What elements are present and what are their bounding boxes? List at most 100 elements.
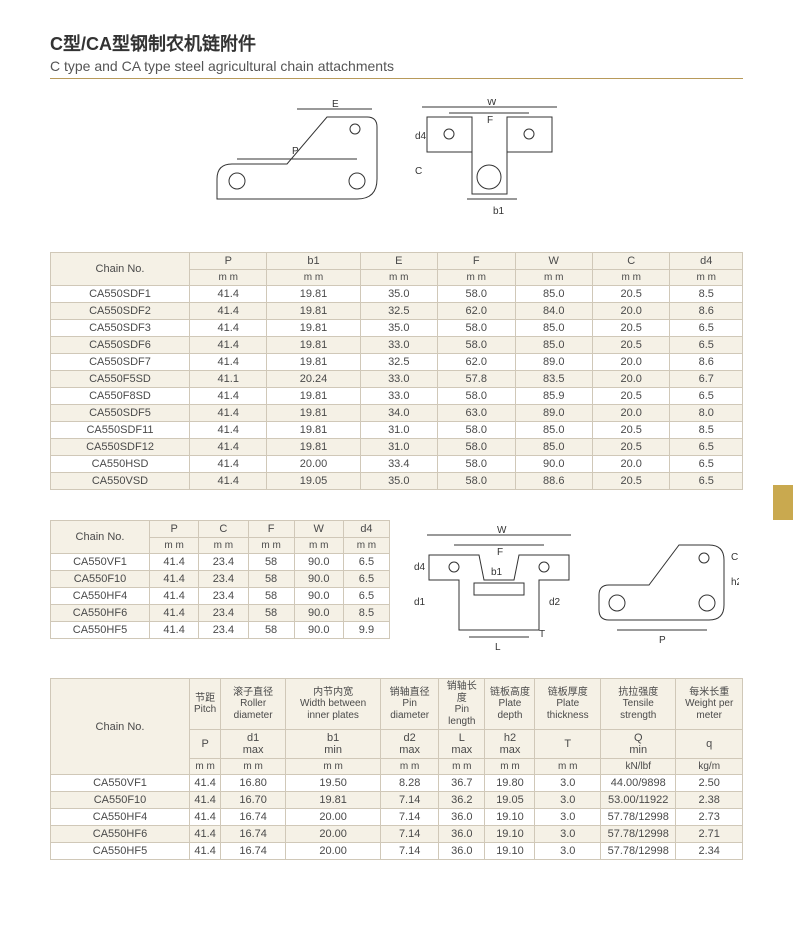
table-cell: 89.0 (515, 354, 592, 371)
table-row: CA550SDF1141.419.8131.058.085.020.58.5 (51, 422, 743, 439)
table-cell: 41.4 (190, 439, 267, 456)
table-cell: 2.73 (676, 809, 743, 826)
t3-h-1: 滚子直径Roller diameter (221, 679, 286, 730)
table-cell: 85.0 (515, 320, 592, 337)
table-cell: 6.5 (670, 439, 743, 456)
table-row: CA550HF641.416.7420.007.1436.019.103.057… (51, 826, 743, 843)
table-cell: CA550SDF11 (51, 422, 190, 439)
t2-unit: m m (199, 538, 248, 554)
t3-sym-7: Q min (601, 730, 676, 759)
t3-unit-6: m m (535, 759, 601, 775)
table-cell: 58.0 (438, 439, 515, 456)
table-cell: 19.81 (267, 388, 360, 405)
t3-h-7: 抗拉强度Tensile strength (601, 679, 676, 730)
t3-unit-8: kg/m (676, 759, 743, 775)
table-cell: 58.0 (438, 388, 515, 405)
table-cell: 19.81 (267, 303, 360, 320)
t1-unit: m m (360, 270, 437, 286)
table-row: CA550SDF641.419.8133.058.085.020.56.5 (51, 337, 743, 354)
title-rule (50, 78, 743, 79)
table-cell: CA550SDF7 (51, 354, 190, 371)
svg-text:d1: d1 (414, 597, 426, 608)
table-cell: 19.81 (267, 337, 360, 354)
t3-unit-2: m m (286, 759, 381, 775)
table-cell: 8.0 (670, 405, 743, 422)
table-cell: CA550HF4 (51, 809, 190, 826)
table-cell: 85.0 (515, 286, 592, 303)
table-cell: 23.4 (199, 571, 248, 588)
table-cell: 20.5 (592, 337, 669, 354)
t1-chain-no-header: Chain No. (51, 253, 190, 286)
table-cell: 2.71 (676, 826, 743, 843)
table-cell: 3.0 (535, 809, 601, 826)
table-cell: 41.4 (150, 571, 199, 588)
table-cell: 90.0 (294, 588, 343, 605)
t3-chain-no-header: Chain No. (51, 679, 190, 775)
table-cell: 2.34 (676, 843, 743, 860)
table-cell: 6.7 (670, 371, 743, 388)
table-cell: CA550SDF2 (51, 303, 190, 320)
svg-text:T: T (539, 629, 545, 640)
svg-text:P: P (659, 635, 666, 646)
table-cell: 19.05 (485, 792, 535, 809)
table-cell: 34.0 (360, 405, 437, 422)
table-cell: CA550SDF5 (51, 405, 190, 422)
t2-col-P: P (150, 521, 199, 538)
t2-col-F: F (248, 521, 294, 538)
table-row: CA550HF441.416.7420.007.1436.019.103.057… (51, 809, 743, 826)
table-cell: 6.5 (670, 456, 743, 473)
t3-sym-4: L max (439, 730, 485, 759)
table-cell: 19.81 (267, 422, 360, 439)
table-cell: 19.80 (485, 775, 535, 792)
table-cell: 85.9 (515, 388, 592, 405)
table-cell: 20.0 (592, 354, 669, 371)
table-cell: 84.0 (515, 303, 592, 320)
table-cell: CA550HF5 (51, 622, 150, 639)
table-cell: 20.24 (267, 371, 360, 388)
table-cell: CA550HF6 (51, 826, 190, 843)
svg-text:L: L (495, 642, 501, 653)
table-cell: CA550HF6 (51, 605, 150, 622)
table-cell: 41.4 (190, 473, 267, 490)
table-cell: CA550VSD (51, 473, 190, 490)
table-cell: 57.78/12998 (601, 843, 676, 860)
t1-col-C: C (592, 253, 669, 270)
table-cell: 36.0 (439, 826, 485, 843)
page: C型/CA型钢制农机链附件 C type and CA type steel a… (0, 0, 793, 880)
table-cell: CA550HF4 (51, 588, 150, 605)
t3-h-5: 链板高度Plate depth (485, 679, 535, 730)
table-cell: 8.6 (670, 303, 743, 320)
table-cell: 41.4 (190, 826, 221, 843)
table-cell: CA550SDF1 (51, 286, 190, 303)
table-cell: 31.0 (360, 439, 437, 456)
table-cell: 88.6 (515, 473, 592, 490)
table-cell: 41.4 (190, 388, 267, 405)
table-cell: 23.4 (199, 588, 248, 605)
table-cell: 36.7 (439, 775, 485, 792)
table-row: CA550SDF741.419.8132.562.089.020.08.6 (51, 354, 743, 371)
table-cell: 23.4 (199, 622, 248, 639)
svg-text:F: F (487, 115, 493, 126)
table-cell: 41.4 (190, 303, 267, 320)
table-cell: 7.14 (381, 826, 439, 843)
table-cell: 33.0 (360, 388, 437, 405)
table-cell: 41.4 (150, 622, 199, 639)
t1-unit: m m (592, 270, 669, 286)
svg-text:P: P (292, 146, 299, 157)
table-cell: 90.0 (294, 571, 343, 588)
diagram-middle: L W F b1 d4 d1 d2 T P (405, 520, 743, 668)
table-row: CA550VF141.416.8019.508.2836.719.803.044… (51, 775, 743, 792)
t1-unit: m m (438, 270, 515, 286)
t1-unit: m m (670, 270, 743, 286)
table-cell: 58.0 (438, 320, 515, 337)
table-cell: CA550VF1 (51, 554, 150, 571)
table-cell: 35.0 (360, 286, 437, 303)
table-cell: 90.0 (515, 456, 592, 473)
table-row: CA550SDF1241.419.8131.058.085.020.56.5 (51, 439, 743, 456)
table-cell: 89.0 (515, 405, 592, 422)
table-cell: 33.4 (360, 456, 437, 473)
table-cell: 6.5 (343, 571, 389, 588)
table-cell: 41.4 (190, 456, 267, 473)
t3-unit-4: m m (439, 759, 485, 775)
table-cell: 20.5 (592, 422, 669, 439)
